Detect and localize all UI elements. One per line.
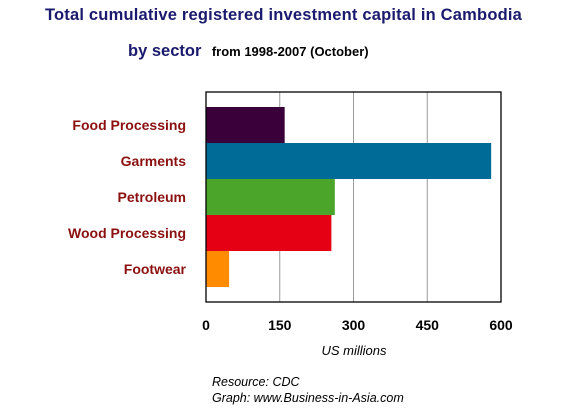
x-axis-label: US millions [321, 343, 387, 358]
bar-footwear [206, 251, 230, 287]
category-label-footwear: Footwear [124, 261, 187, 277]
graph-credit: Graph: www.Business-in-Asia.com [212, 391, 404, 405]
bar-garments [206, 143, 492, 179]
bar-wood-processing [206, 215, 332, 251]
tick-label-300: 300 [342, 317, 366, 333]
credits: Resource: CDC Graph: www.Business-in-Asi… [212, 374, 404, 406]
bar-food-processing [206, 107, 285, 143]
category-label-food-processing: Food Processing [72, 117, 186, 133]
bar-chart: Food Processing Garments Petroleum Wood Pro… [68, 91, 513, 358]
tick-label-450: 450 [416, 317, 440, 333]
bar-petroleum [206, 179, 335, 215]
tick-label-150: 150 [268, 317, 292, 333]
tick-label-600: 600 [489, 317, 513, 333]
category-label-petroleum: Petroleum [118, 189, 186, 205]
plot-frame [205, 91, 502, 303]
tick-label-0: 0 [202, 317, 210, 333]
subtitle-main: by sector [128, 42, 202, 60]
chart-subtitle: by sector from 1998-2007 (October) [128, 42, 369, 61]
chart-title: Total cumulative registered investment c… [44, 6, 523, 24]
resource-credit: Resource: CDC [212, 375, 300, 389]
subtitle-period: from 1998-2007 (October) [211, 44, 369, 59]
category-label-wood-processing: Wood Processing [68, 225, 186, 241]
category-label-garments: Garments [121, 153, 187, 169]
